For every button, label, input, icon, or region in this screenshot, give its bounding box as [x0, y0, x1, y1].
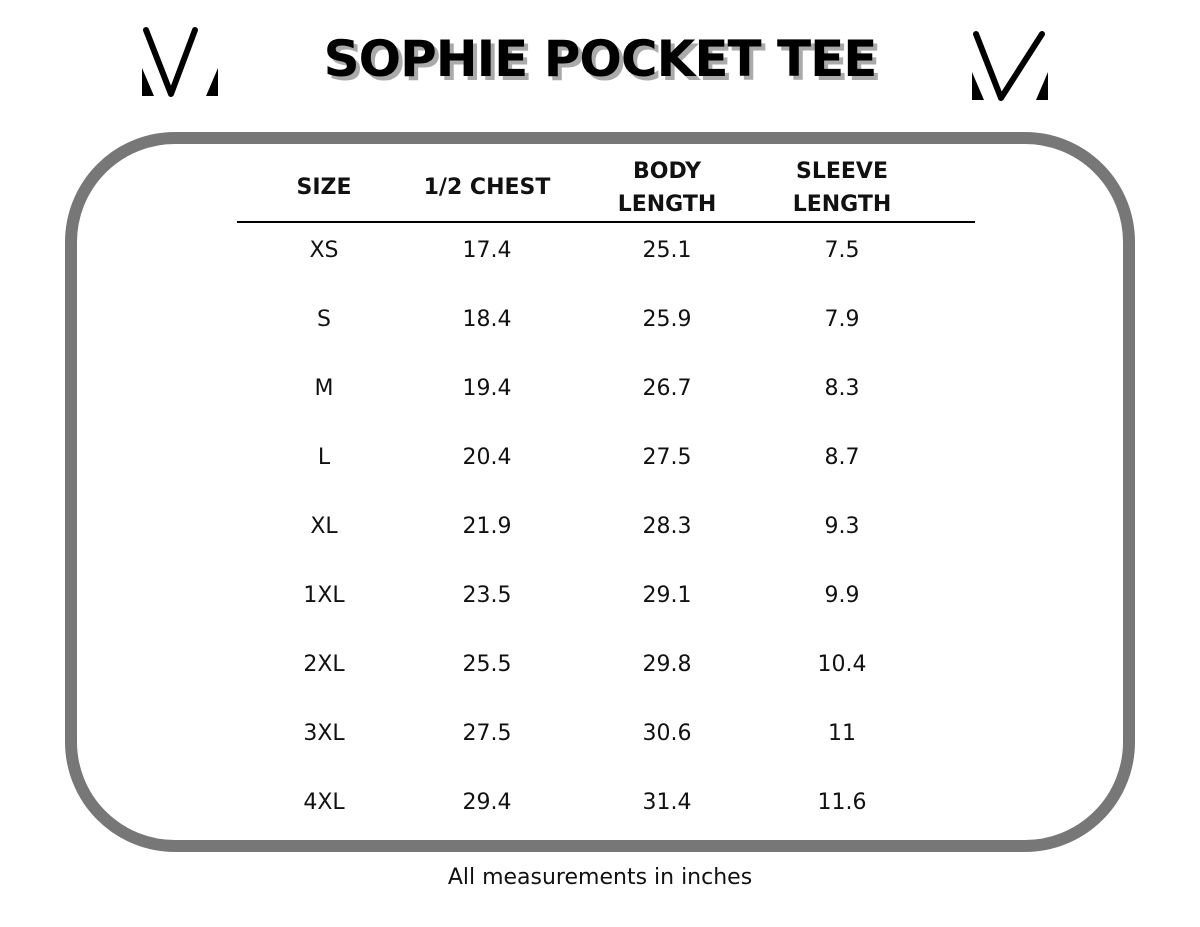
header-chest: 1/2 CHEST [423, 175, 551, 200]
cell-sleeve-length: 10.4 [817, 652, 867, 677]
cell-chest: 21.9 [462, 514, 512, 539]
cell-sleeve-length: 11.6 [817, 790, 867, 815]
cell-chest: 27.5 [462, 721, 512, 746]
header-body-length: BODY LENGTH [617, 159, 717, 217]
cell-size: XS [309, 238, 339, 263]
cell-chest: 23.5 [462, 583, 512, 608]
cell-sleeve-length: 9.3 [824, 514, 860, 539]
brand-logo-right [972, 31, 1048, 101]
cell-size: 3XL [303, 721, 345, 746]
brand-logo-left [142, 27, 218, 97]
cell-body-length: 31.4 [642, 790, 692, 815]
cell-body-length: 29.1 [642, 583, 692, 608]
cell-chest: 25.5 [462, 652, 512, 677]
cell-chest: 17.4 [462, 238, 512, 263]
table-frame [65, 132, 1135, 852]
cell-sleeve-length: 7.9 [824, 307, 860, 332]
cell-sleeve-length: 7.5 [824, 238, 860, 263]
footnote: All measurements in inches [447, 865, 753, 890]
header-divider [237, 221, 975, 223]
cell-body-length: 27.5 [642, 445, 692, 470]
header-sleeve-length: SLEEVE LENGTH [792, 159, 892, 217]
cell-body-length: 25.9 [642, 307, 692, 332]
cell-size: M [314, 376, 334, 401]
header-size: SIZE [296, 175, 352, 200]
cell-sleeve-length: 9.9 [824, 583, 860, 608]
cell-size: 1XL [303, 583, 345, 608]
cell-chest: 18.4 [462, 307, 512, 332]
cell-body-length: 30.6 [642, 721, 692, 746]
cell-size: S [317, 307, 331, 332]
cell-sleeve-length: 11 [828, 721, 856, 746]
cell-body-length: 26.7 [642, 376, 692, 401]
cell-size: XL [310, 514, 338, 539]
cell-size: 4XL [303, 790, 345, 815]
cell-body-length: 28.3 [642, 514, 692, 539]
page-title: SOPHIE POCKET TEE [323, 30, 878, 88]
cell-chest: 19.4 [462, 376, 512, 401]
cell-body-length: 29.8 [642, 652, 692, 677]
cell-chest: 29.4 [462, 790, 512, 815]
cell-chest: 20.4 [462, 445, 512, 470]
cell-body-length: 25.1 [642, 238, 692, 263]
cell-sleeve-length: 8.3 [824, 376, 860, 401]
cell-size: 2XL [303, 652, 345, 677]
cell-size: L [317, 445, 331, 470]
cell-sleeve-length: 8.7 [824, 445, 860, 470]
